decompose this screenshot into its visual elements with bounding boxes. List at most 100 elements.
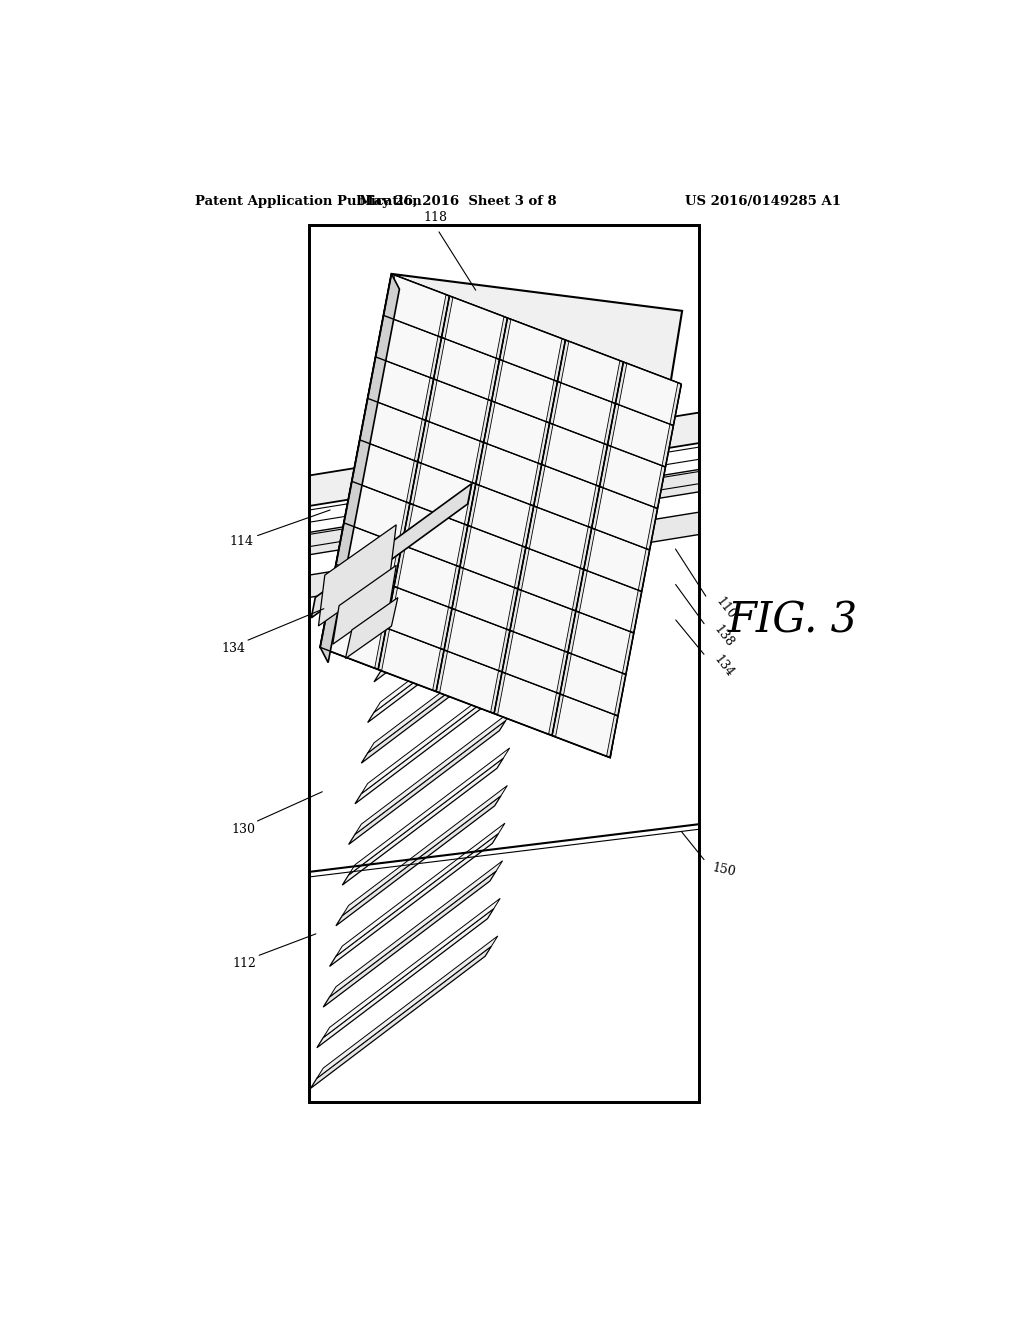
Polygon shape — [510, 589, 575, 652]
Polygon shape — [476, 442, 542, 506]
Polygon shape — [575, 569, 642, 634]
Polygon shape — [309, 512, 699, 598]
Polygon shape — [592, 487, 657, 550]
Polygon shape — [340, 524, 398, 585]
Polygon shape — [348, 748, 510, 875]
Polygon shape — [389, 587, 449, 648]
Polygon shape — [344, 482, 410, 545]
Text: May 26, 2016  Sheet 3 of 8: May 26, 2016 Sheet 3 of 8 — [358, 194, 556, 207]
Polygon shape — [402, 503, 468, 566]
Polygon shape — [336, 796, 501, 925]
Polygon shape — [355, 682, 508, 804]
Polygon shape — [525, 506, 592, 569]
Text: US 2016/0149285 A1: US 2016/0149285 A1 — [685, 194, 841, 207]
Polygon shape — [328, 565, 394, 628]
Polygon shape — [309, 412, 699, 506]
Polygon shape — [387, 523, 524, 631]
Polygon shape — [330, 861, 503, 997]
Polygon shape — [368, 356, 433, 420]
Polygon shape — [342, 758, 504, 886]
Polygon shape — [410, 462, 476, 525]
Polygon shape — [553, 383, 612, 444]
Polygon shape — [330, 833, 499, 966]
Polygon shape — [495, 360, 554, 421]
Polygon shape — [479, 444, 539, 504]
Polygon shape — [563, 653, 623, 714]
Polygon shape — [336, 523, 402, 586]
Polygon shape — [418, 420, 483, 484]
Polygon shape — [359, 399, 426, 462]
Text: 130: 130 — [231, 822, 255, 836]
Polygon shape — [550, 381, 615, 445]
Polygon shape — [316, 908, 494, 1048]
Polygon shape — [380, 532, 518, 642]
Text: 134: 134 — [221, 642, 246, 655]
Polygon shape — [452, 566, 518, 631]
Text: 134: 134 — [712, 653, 736, 680]
Polygon shape — [361, 673, 514, 793]
Polygon shape — [324, 871, 497, 1007]
Polygon shape — [460, 525, 525, 589]
Polygon shape — [568, 611, 634, 675]
Polygon shape — [506, 632, 564, 693]
Polygon shape — [557, 341, 624, 404]
Polygon shape — [607, 404, 674, 467]
Polygon shape — [374, 570, 515, 682]
Polygon shape — [600, 445, 666, 508]
Polygon shape — [372, 358, 430, 418]
Polygon shape — [426, 379, 492, 442]
Polygon shape — [380, 560, 521, 672]
Polygon shape — [495, 672, 560, 735]
Polygon shape — [595, 488, 654, 549]
Polygon shape — [561, 342, 620, 403]
Polygon shape — [316, 936, 498, 1078]
Polygon shape — [368, 635, 517, 752]
Polygon shape — [368, 607, 513, 722]
Polygon shape — [498, 673, 556, 734]
Polygon shape — [321, 275, 682, 758]
Polygon shape — [445, 297, 504, 358]
Polygon shape — [333, 565, 396, 644]
Polygon shape — [310, 946, 492, 1089]
Polygon shape — [342, 785, 507, 916]
Polygon shape — [441, 296, 508, 359]
Polygon shape — [321, 606, 386, 669]
Polygon shape — [433, 338, 500, 401]
Polygon shape — [355, 441, 415, 502]
Polygon shape — [347, 483, 407, 544]
Polygon shape — [447, 610, 507, 671]
Polygon shape — [332, 566, 390, 627]
Polygon shape — [534, 465, 600, 528]
Polygon shape — [318, 525, 396, 626]
Polygon shape — [552, 694, 617, 758]
Text: 114: 114 — [229, 535, 254, 548]
Polygon shape — [378, 628, 444, 692]
Polygon shape — [603, 446, 663, 507]
Polygon shape — [538, 466, 596, 527]
Polygon shape — [471, 486, 530, 546]
Polygon shape — [492, 359, 557, 422]
Polygon shape — [571, 612, 631, 673]
Polygon shape — [429, 380, 488, 441]
Polygon shape — [364, 400, 422, 461]
Text: 150: 150 — [712, 861, 737, 879]
Polygon shape — [376, 315, 441, 379]
Polygon shape — [324, 607, 383, 668]
Polygon shape — [384, 275, 450, 338]
Polygon shape — [521, 549, 581, 610]
Polygon shape — [439, 651, 499, 711]
Polygon shape — [529, 507, 588, 568]
Polygon shape — [397, 546, 457, 607]
Polygon shape — [483, 401, 550, 465]
Polygon shape — [545, 424, 604, 486]
Text: 110: 110 — [713, 595, 738, 622]
Polygon shape — [437, 339, 496, 400]
Polygon shape — [584, 528, 649, 591]
Polygon shape — [348, 721, 506, 845]
Polygon shape — [382, 630, 440, 690]
Polygon shape — [421, 421, 480, 483]
Text: 118: 118 — [423, 211, 447, 224]
Polygon shape — [311, 483, 472, 618]
Polygon shape — [464, 527, 522, 587]
Polygon shape — [436, 649, 502, 713]
